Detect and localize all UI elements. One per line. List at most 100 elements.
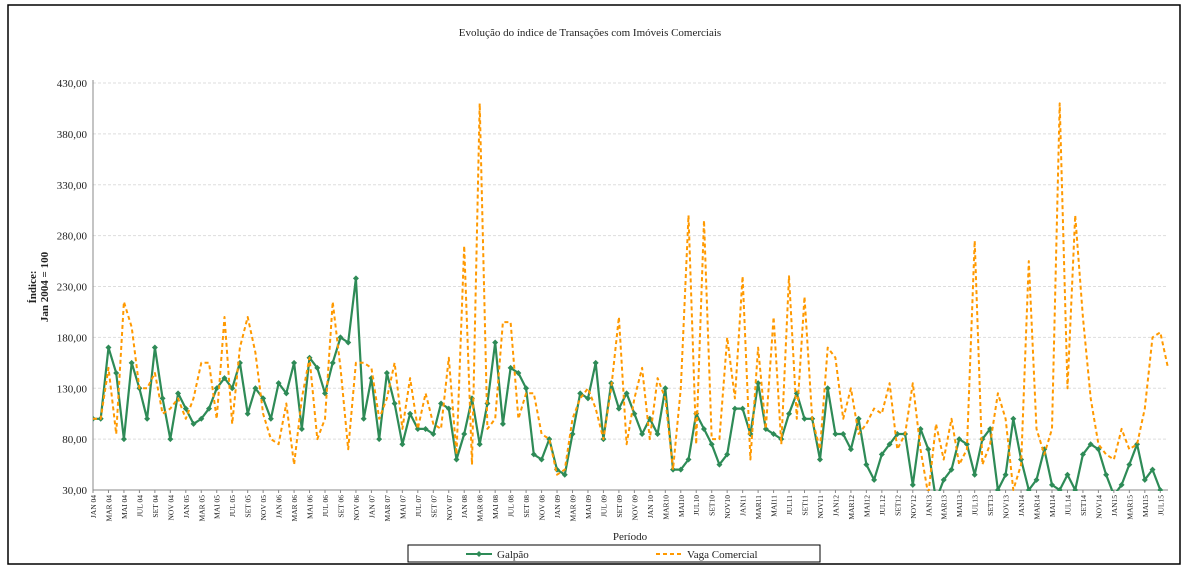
x-tick-label: MAI15 [1141, 495, 1150, 517]
data-point [1056, 487, 1063, 491]
x-tick-label: JUL 08 [507, 495, 516, 517]
x-tick-label: NOV12 [909, 495, 918, 519]
data-point [546, 436, 553, 443]
x-tick-label: MAR13 [940, 495, 949, 520]
x-tick-label: SET11 [801, 495, 810, 516]
data-point [708, 441, 715, 448]
x-tick-label: MAI10 [677, 495, 686, 517]
data-point [515, 369, 522, 376]
x-tick-label: MAR 08 [476, 495, 485, 522]
x-tick-label: SET14 [1079, 495, 1088, 516]
data-point [128, 359, 135, 366]
legend-label: Vaga Comercial [687, 549, 758, 561]
legend-marker [476, 551, 482, 557]
x-tick-label: MAI13 [955, 495, 964, 517]
data-point [724, 451, 731, 458]
x-tick-label: MAI 05 [213, 495, 222, 519]
data-point [352, 275, 359, 282]
data-point [832, 431, 839, 438]
data-point [360, 415, 367, 422]
data-point [1018, 456, 1025, 463]
data-point [120, 436, 127, 443]
x-tick-label: MAR 09 [568, 495, 577, 522]
legend: Galpão Vaga Comercial [407, 544, 821, 563]
data-point [940, 476, 947, 483]
x-tick-label: SET 09 [615, 495, 624, 518]
data-point [329, 359, 336, 366]
data-point [1025, 487, 1032, 491]
data-point [816, 456, 823, 463]
data-point [175, 390, 182, 397]
data-point [871, 476, 878, 483]
chart-title: Evolução do índice de Transações com Imó… [459, 27, 721, 39]
data-point [291, 359, 298, 366]
data-point [430, 431, 437, 438]
data-point [863, 461, 870, 468]
x-tick-label: NOV 08 [538, 495, 547, 521]
data-point [731, 405, 738, 412]
data-point [453, 456, 460, 463]
data-point [1149, 466, 1156, 473]
data-point [670, 466, 677, 473]
data-point [1134, 441, 1141, 448]
data-point [623, 390, 630, 397]
data-point [971, 471, 978, 478]
data-point [523, 385, 530, 392]
data-point [994, 487, 1001, 491]
data-point [561, 471, 568, 478]
y-axis-label: Jan 2004 = 100 [39, 251, 51, 322]
data-point [840, 431, 847, 438]
data-point [492, 339, 499, 346]
data-point [283, 390, 290, 397]
data-point [909, 481, 916, 488]
x-tick-label: MAI 07 [398, 495, 407, 519]
x-tick-label: NOV 04 [166, 495, 175, 521]
data-point [786, 410, 793, 417]
x-tick-label: SET 08 [522, 495, 531, 518]
data-point [476, 441, 483, 448]
x-tick-label: SET 05 [244, 495, 253, 518]
data-point [948, 466, 955, 473]
data-point [824, 385, 831, 392]
data-point [739, 405, 746, 412]
x-tick-label: MAR10 [661, 495, 670, 520]
y-axis-label: Índice: [27, 271, 39, 304]
data-point [383, 369, 390, 376]
data-point [700, 425, 707, 432]
data-point [925, 446, 932, 453]
x-tick-label: JAN 07 [367, 495, 376, 518]
x-tick-label: JAN11 [739, 495, 748, 516]
data-point [229, 385, 236, 392]
data-point [314, 364, 321, 371]
data-point [445, 405, 452, 412]
x-tick-label: MAI 04 [120, 495, 129, 519]
data-point [662, 385, 669, 392]
x-tick-label: SET10 [708, 495, 717, 516]
data-point [113, 369, 120, 376]
data-point [275, 380, 282, 387]
x-tick-label: SET 04 [151, 495, 160, 518]
data-point [414, 425, 421, 432]
x-tick-label: NOV13 [1002, 495, 1011, 519]
x-axis-label: Período [613, 531, 648, 543]
data-point [1126, 461, 1133, 468]
y-tick-label: 430,00 [57, 78, 88, 90]
x-tick-label: JAN 09 [553, 495, 562, 518]
x-tick-label: JUL 04 [135, 495, 144, 517]
y-tick-label: 380,00 [57, 129, 88, 141]
x-tick-label: JUL 07 [414, 495, 423, 517]
data-point [499, 420, 506, 427]
x-tick-label: JAN 10 [646, 495, 655, 518]
x-tick-label: MAI 08 [491, 495, 500, 519]
x-tick-label: MAI 06 [306, 495, 315, 519]
x-tick-label: JAN12 [831, 495, 840, 517]
x-tick-label: JUL 09 [599, 495, 608, 517]
x-tick-label: JUL15 [1156, 495, 1165, 516]
data-point [615, 405, 622, 412]
data-point [144, 415, 151, 422]
y-tick-label: 80,00 [62, 434, 87, 446]
x-tick-label: MAI11 [770, 495, 779, 517]
x-tick-label: MAR11 [754, 495, 763, 520]
data-point [801, 415, 808, 422]
data-point [639, 431, 646, 438]
